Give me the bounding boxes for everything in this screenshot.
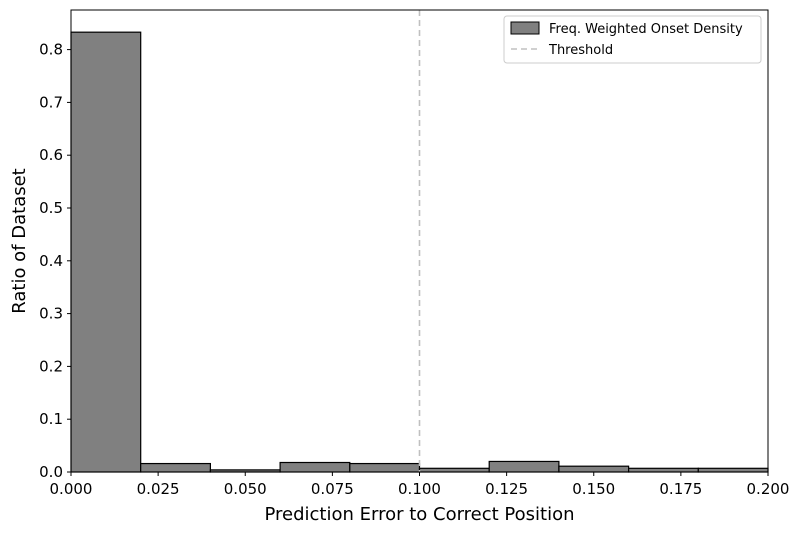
x-axis-label: Prediction Error to Correct Position — [264, 504, 574, 525]
histogram-bar — [558, 465, 630, 473]
legend-label-threshold: Threshold — [548, 43, 613, 58]
histogram-bar — [279, 461, 351, 473]
x-tick-label: 0.025 — [137, 480, 180, 498]
histogram-bar — [349, 462, 421, 473]
legend-swatch-histogram — [510, 21, 540, 35]
x-tick-label: 0.100 — [398, 480, 441, 498]
x-tick-label: 0.050 — [224, 480, 267, 498]
y-tick-label: 0.7 — [39, 93, 63, 111]
legend-label-histogram: Freq. Weighted Onset Density — [549, 22, 743, 37]
histogram-bar — [488, 460, 560, 473]
y-tick-label: 0.2 — [39, 357, 63, 375]
histogram-bar — [627, 467, 699, 473]
y-axis-label: Ratio of Dataset — [9, 168, 30, 314]
y-tick-label: 0.5 — [39, 199, 63, 217]
y-tick-label: 0.1 — [39, 410, 63, 428]
x-tick-label: 0.000 — [50, 480, 93, 498]
x-tick-label: 0.075 — [311, 480, 354, 498]
x-tick-label: 0.200 — [747, 480, 790, 498]
histogram-bar — [418, 467, 490, 473]
histogram-bar — [140, 462, 211, 473]
x-tick-label: 0.175 — [659, 480, 702, 498]
x-tick-label: 0.125 — [485, 480, 528, 498]
y-tick-label: 0.3 — [39, 305, 63, 323]
histogram-bar — [697, 467, 769, 473]
legend-box — [503, 15, 762, 64]
histogram-bar — [70, 31, 142, 473]
y-tick-label: 0.6 — [39, 146, 63, 164]
y-axis-ticks: 0.0 0.1 0.2 0.3 0.4 0.5 0.6 0.7 0.8 — [39, 41, 71, 481]
x-tick-label: 0.150 — [572, 480, 615, 498]
x-axis-ticks: 0.000 0.025 0.050 0.075 0.100 0.125 0.150 0.175… — [50, 472, 790, 498]
legend: Freq. Weighted Onset Density Threshold — [503, 15, 762, 64]
y-tick-label: 0.0 — [39, 463, 63, 481]
y-tick-label: 0.4 — [39, 252, 63, 270]
y-tick-label: 0.8 — [39, 41, 63, 59]
